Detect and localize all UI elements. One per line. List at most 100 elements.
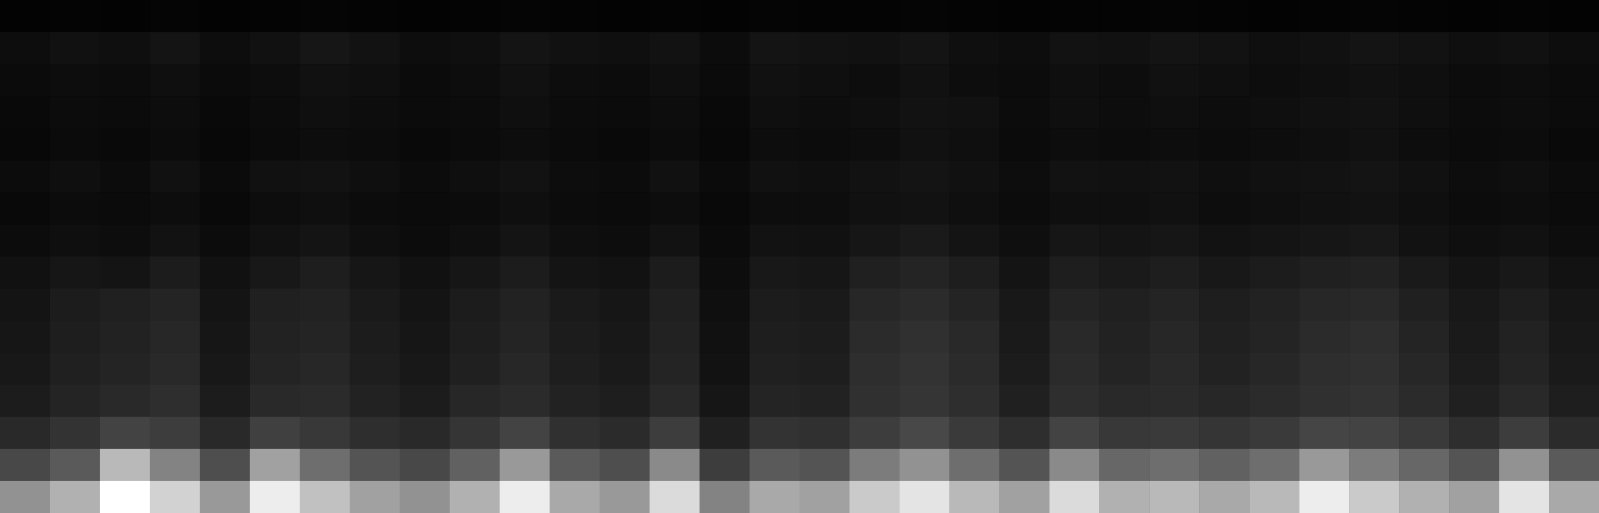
heatmap-cell <box>600 128 650 161</box>
heatmap-cell <box>700 128 750 161</box>
heatmap-cell <box>500 321 550 354</box>
heatmap-cell <box>1049 224 1099 257</box>
heatmap-cell <box>350 96 400 129</box>
heatmap-cell <box>150 257 200 290</box>
heatmap-cell <box>1549 257 1599 290</box>
heatmap-cell <box>1049 32 1099 65</box>
heatmap-cell <box>1049 0 1099 33</box>
heatmap-cell <box>1549 449 1599 482</box>
heatmap-cell <box>150 0 200 33</box>
heatmap-cell <box>250 289 300 322</box>
heatmap-cell <box>500 481 550 513</box>
heatmap-cell <box>800 289 850 322</box>
heatmap-cell <box>1499 192 1549 225</box>
heatmap-cell <box>1549 385 1599 418</box>
heatmap-cell <box>849 385 899 418</box>
heatmap-cell <box>1249 417 1299 450</box>
heatmap-cell <box>300 64 350 97</box>
heatmap-cell <box>0 385 50 418</box>
heatmap-cell <box>899 160 949 193</box>
heatmap-cell <box>1299 353 1349 386</box>
heatmap-cell <box>750 321 800 354</box>
heatmap-cell <box>899 0 949 33</box>
heatmap-cell <box>450 449 500 482</box>
heatmap-cell <box>700 481 750 513</box>
heatmap-cell <box>300 481 350 513</box>
heatmap-cell <box>1199 0 1249 33</box>
heatmap-cell <box>700 0 750 33</box>
heatmap-cell <box>650 289 700 322</box>
heatmap-cell <box>1199 481 1249 513</box>
heatmap-cell <box>350 64 400 97</box>
heatmap-cell <box>1249 192 1299 225</box>
heatmap-cell <box>750 224 800 257</box>
heatmap-cell <box>949 353 999 386</box>
heatmap-cell <box>350 160 400 193</box>
heatmap-cell <box>200 224 250 257</box>
heatmap-cell <box>1099 321 1149 354</box>
heatmap-cell <box>600 96 650 129</box>
heatmap-cell <box>1499 160 1549 193</box>
heatmap-cell <box>1549 96 1599 129</box>
heatmap-cell <box>1149 289 1199 322</box>
heatmap-cell <box>999 96 1049 129</box>
heatmap-cell <box>350 257 400 290</box>
heatmap-cell <box>50 289 100 322</box>
heatmap-cell <box>400 192 450 225</box>
heatmap-cell <box>550 224 600 257</box>
heatmap-cell <box>1349 417 1399 450</box>
heatmap-cell <box>1399 289 1449 322</box>
heatmap-cell <box>1049 481 1099 513</box>
heatmap-cell <box>300 32 350 65</box>
heatmap-cell <box>1549 128 1599 161</box>
heatmap-cell <box>250 64 300 97</box>
heatmap-cell <box>0 96 50 129</box>
heatmap-cell <box>800 128 850 161</box>
heatmap-cell <box>200 128 250 161</box>
heatmap-cell <box>1499 257 1549 290</box>
heatmap-cell <box>1349 449 1399 482</box>
heatmap-cell <box>750 32 800 65</box>
heatmap-cell <box>1149 192 1199 225</box>
heatmap-cell <box>1499 32 1549 65</box>
heatmap-cell <box>849 481 899 513</box>
heatmap-cell <box>899 96 949 129</box>
heatmap-cell <box>1049 353 1099 386</box>
heatmap-cell <box>1449 160 1499 193</box>
heatmap-cell <box>400 64 450 97</box>
heatmap-cell <box>450 289 500 322</box>
heatmap-cell <box>400 0 450 33</box>
heatmap-cell <box>600 417 650 450</box>
heatmap-cell <box>1299 257 1349 290</box>
heatmap-cell <box>50 160 100 193</box>
heatmap-cell <box>50 224 100 257</box>
heatmap-cell <box>1199 353 1249 386</box>
heatmap-cell <box>849 417 899 450</box>
heatmap-cell <box>750 481 800 513</box>
heatmap-cell <box>1149 0 1199 33</box>
heatmap-cell <box>700 64 750 97</box>
heatmap-cell <box>1249 64 1299 97</box>
heatmap-cell <box>650 160 700 193</box>
heatmap-cell <box>800 64 850 97</box>
heatmap-cell <box>600 64 650 97</box>
heatmap-cell <box>500 257 550 290</box>
heatmap-cell <box>1199 449 1249 482</box>
heatmap-cell <box>1049 128 1099 161</box>
heatmap-cell <box>300 192 350 225</box>
heatmap-cell <box>1499 128 1549 161</box>
heatmap-cell <box>1099 0 1149 33</box>
heatmap-cell <box>450 0 500 33</box>
heatmap-cell <box>100 0 150 33</box>
heatmap-cell <box>1099 353 1149 386</box>
heatmap-cell <box>1099 481 1149 513</box>
heatmap-cell <box>999 192 1049 225</box>
heatmap-cell <box>400 257 450 290</box>
heatmap-cell <box>1149 32 1199 65</box>
heatmap-cell <box>100 192 150 225</box>
heatmap-cell <box>350 449 400 482</box>
heatmap-cell <box>250 321 300 354</box>
heatmap-cell <box>999 481 1049 513</box>
heatmap-cell <box>1099 64 1149 97</box>
heatmap-cell <box>999 257 1049 290</box>
